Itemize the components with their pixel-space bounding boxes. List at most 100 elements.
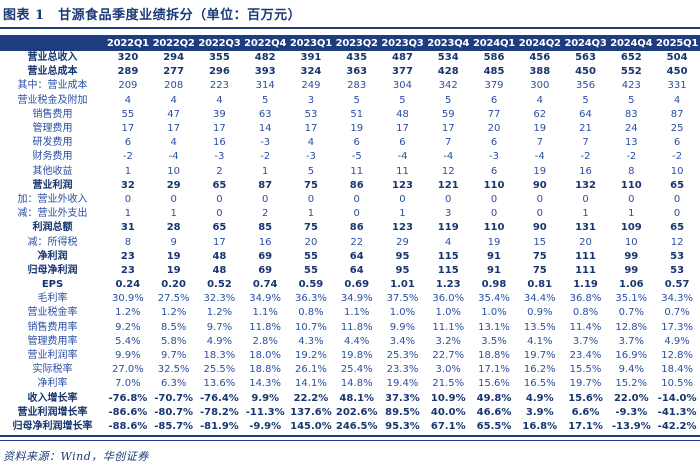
value-cell: 423 [621, 80, 641, 92]
row-label: 实际税率 [32, 364, 73, 376]
value-cell: 37.5% [386, 293, 419, 305]
value-cell: 77 [487, 108, 501, 120]
value-cell: 18.4% [661, 364, 693, 376]
value-cell: 3.2% [435, 335, 461, 347]
value-cell: 86 [349, 222, 364, 234]
value-cell: 83 [624, 108, 638, 120]
value-cell: 11 [350, 165, 364, 177]
value-cell: 4.9% [206, 335, 233, 347]
value-cell: 1.2% [115, 307, 141, 319]
row-label: 净利润 [37, 250, 68, 262]
value-cell: 17 [441, 123, 455, 135]
value-cell: 40.0% [430, 406, 466, 418]
value-cell: 65 [212, 222, 227, 234]
value-cell: 1.01 [390, 279, 415, 291]
row-label: 营业利润增长率 [17, 406, 88, 418]
value-cell: 4 [124, 94, 132, 106]
table-bottom-divider [0, 435, 700, 442]
value-cell: -3 [214, 151, 225, 163]
value-cell: 0 [673, 208, 681, 220]
value-cell: 0.69 [344, 279, 370, 291]
value-cell: 17 [213, 236, 226, 248]
value-cell: 19.7% [523, 350, 556, 362]
value-cell: 6 [124, 137, 132, 149]
value-cell: 11.8% [249, 321, 282, 333]
row-label: 管理费用 [32, 123, 73, 135]
value-cell: 0 [582, 193, 589, 205]
value-cell: -3 [305, 151, 316, 163]
value-cell: -3 [260, 137, 271, 149]
value-cell: 14.1% [295, 378, 327, 390]
value-cell: 20 [304, 236, 318, 248]
value-cell: 15 [533, 236, 547, 248]
table-row: 其他收益 1 10 2 1 5 11 11 12 6 19 16 8 10 [0, 165, 700, 179]
value-cell: 16.9% [615, 350, 648, 362]
value-cell: 18.8% [478, 350, 510, 362]
value-cell: 6 [353, 137, 360, 149]
value-cell: 87 [258, 179, 273, 191]
value-cell: 7 [536, 137, 543, 149]
row-label: 研发费用 [32, 137, 73, 149]
value-cell: 9.7% [206, 321, 233, 333]
value-cell: 1 [261, 165, 269, 177]
table-row: 营业总收入 320 294 355 482 391 435 487 534 586 456 563 65… [0, 51, 700, 65]
table-row: 财务费用 -2 -4 -3 -2 -3 -5 -4 -4 -3 -4 -2 -2 -2 [0, 150, 700, 164]
column-header: 2023Q3 [379, 35, 426, 51]
value-cell: 22 [350, 236, 364, 248]
value-cell: 5 [445, 94, 452, 106]
table-row: 营业税金及附加 4 4 4 5 3 5 5 5 6 4 5 5 4 [0, 94, 700, 108]
value-cell: 456 [529, 52, 551, 64]
value-cell: 29 [396, 236, 409, 248]
value-cell: 109 [620, 222, 642, 234]
value-cell: 17.1% [568, 420, 603, 432]
table-row: 净利润 23 19 48 69 55 64 95 115 91 75 111 99 53 [0, 250, 700, 264]
value-cell: -2 [260, 151, 271, 163]
value-cell: 17 [396, 123, 409, 135]
value-cell: 6 [490, 137, 498, 149]
value-cell: 62 [533, 108, 547, 120]
value-cell: 0 [216, 208, 223, 220]
value-cell: 20 [579, 236, 592, 248]
value-cell: 1.06 [618, 279, 644, 291]
value-cell: 2.8% [252, 335, 278, 347]
value-cell: 3.7% [618, 335, 644, 347]
value-cell: 25.4% [340, 364, 373, 376]
value-cell: 7 [582, 137, 589, 149]
table-row: 研发费用 6 4 16 -3 4 6 6 7 6 7 7 13 6 [0, 136, 700, 150]
value-cell: 1 [170, 208, 177, 220]
value-cell: 3.9% [525, 406, 554, 418]
value-cell: 18.8% [249, 364, 282, 376]
column-header: 2024Q3 [562, 35, 609, 51]
value-cell: 3 [307, 94, 315, 106]
value-cell: 5 [582, 94, 589, 106]
value-cell: 377 [392, 66, 413, 78]
value-cell: 23 [120, 250, 135, 262]
value-cell: 563 [575, 52, 596, 64]
value-cell: 23.3% [386, 364, 419, 376]
value-cell: 0.7% [664, 307, 690, 319]
value-cell: 34.9% [249, 293, 282, 305]
value-cell: -70.7% [154, 392, 194, 404]
value-cell: 11.1% [432, 321, 465, 333]
value-cell: 59 [441, 108, 455, 120]
title-divider [0, 27, 700, 29]
value-cell: 13 [624, 137, 638, 149]
value-cell: 12.8% [661, 350, 693, 362]
value-cell: 16.8% [522, 420, 558, 432]
column-header: 2023Q1 [288, 35, 334, 51]
value-cell: 249 [301, 80, 321, 92]
table-row: 营业利润增长率 -86.6% -80.7% -78.2% -11.3% 137.6% 202… [0, 406, 700, 420]
value-cell: 0.24 [115, 279, 141, 291]
value-cell: 55 [303, 264, 318, 276]
value-cell: 5 [399, 94, 406, 106]
value-cell: 1.2% [160, 307, 187, 319]
value-cell: 14.8% [340, 378, 373, 390]
value-cell: 47 [167, 108, 181, 120]
table-row: 营业税金率 1.2% 1.2% 1.2% 1.1% 0.8% 1.1% 1.0% 1.0% 1.0… [0, 306, 700, 320]
value-cell: 202.6% [335, 406, 378, 418]
value-cell: 4.4% [344, 335, 370, 347]
value-cell: 3.7% [572, 335, 599, 347]
value-cell: -2 [672, 151, 683, 163]
value-cell: 1.0% [481, 307, 507, 319]
